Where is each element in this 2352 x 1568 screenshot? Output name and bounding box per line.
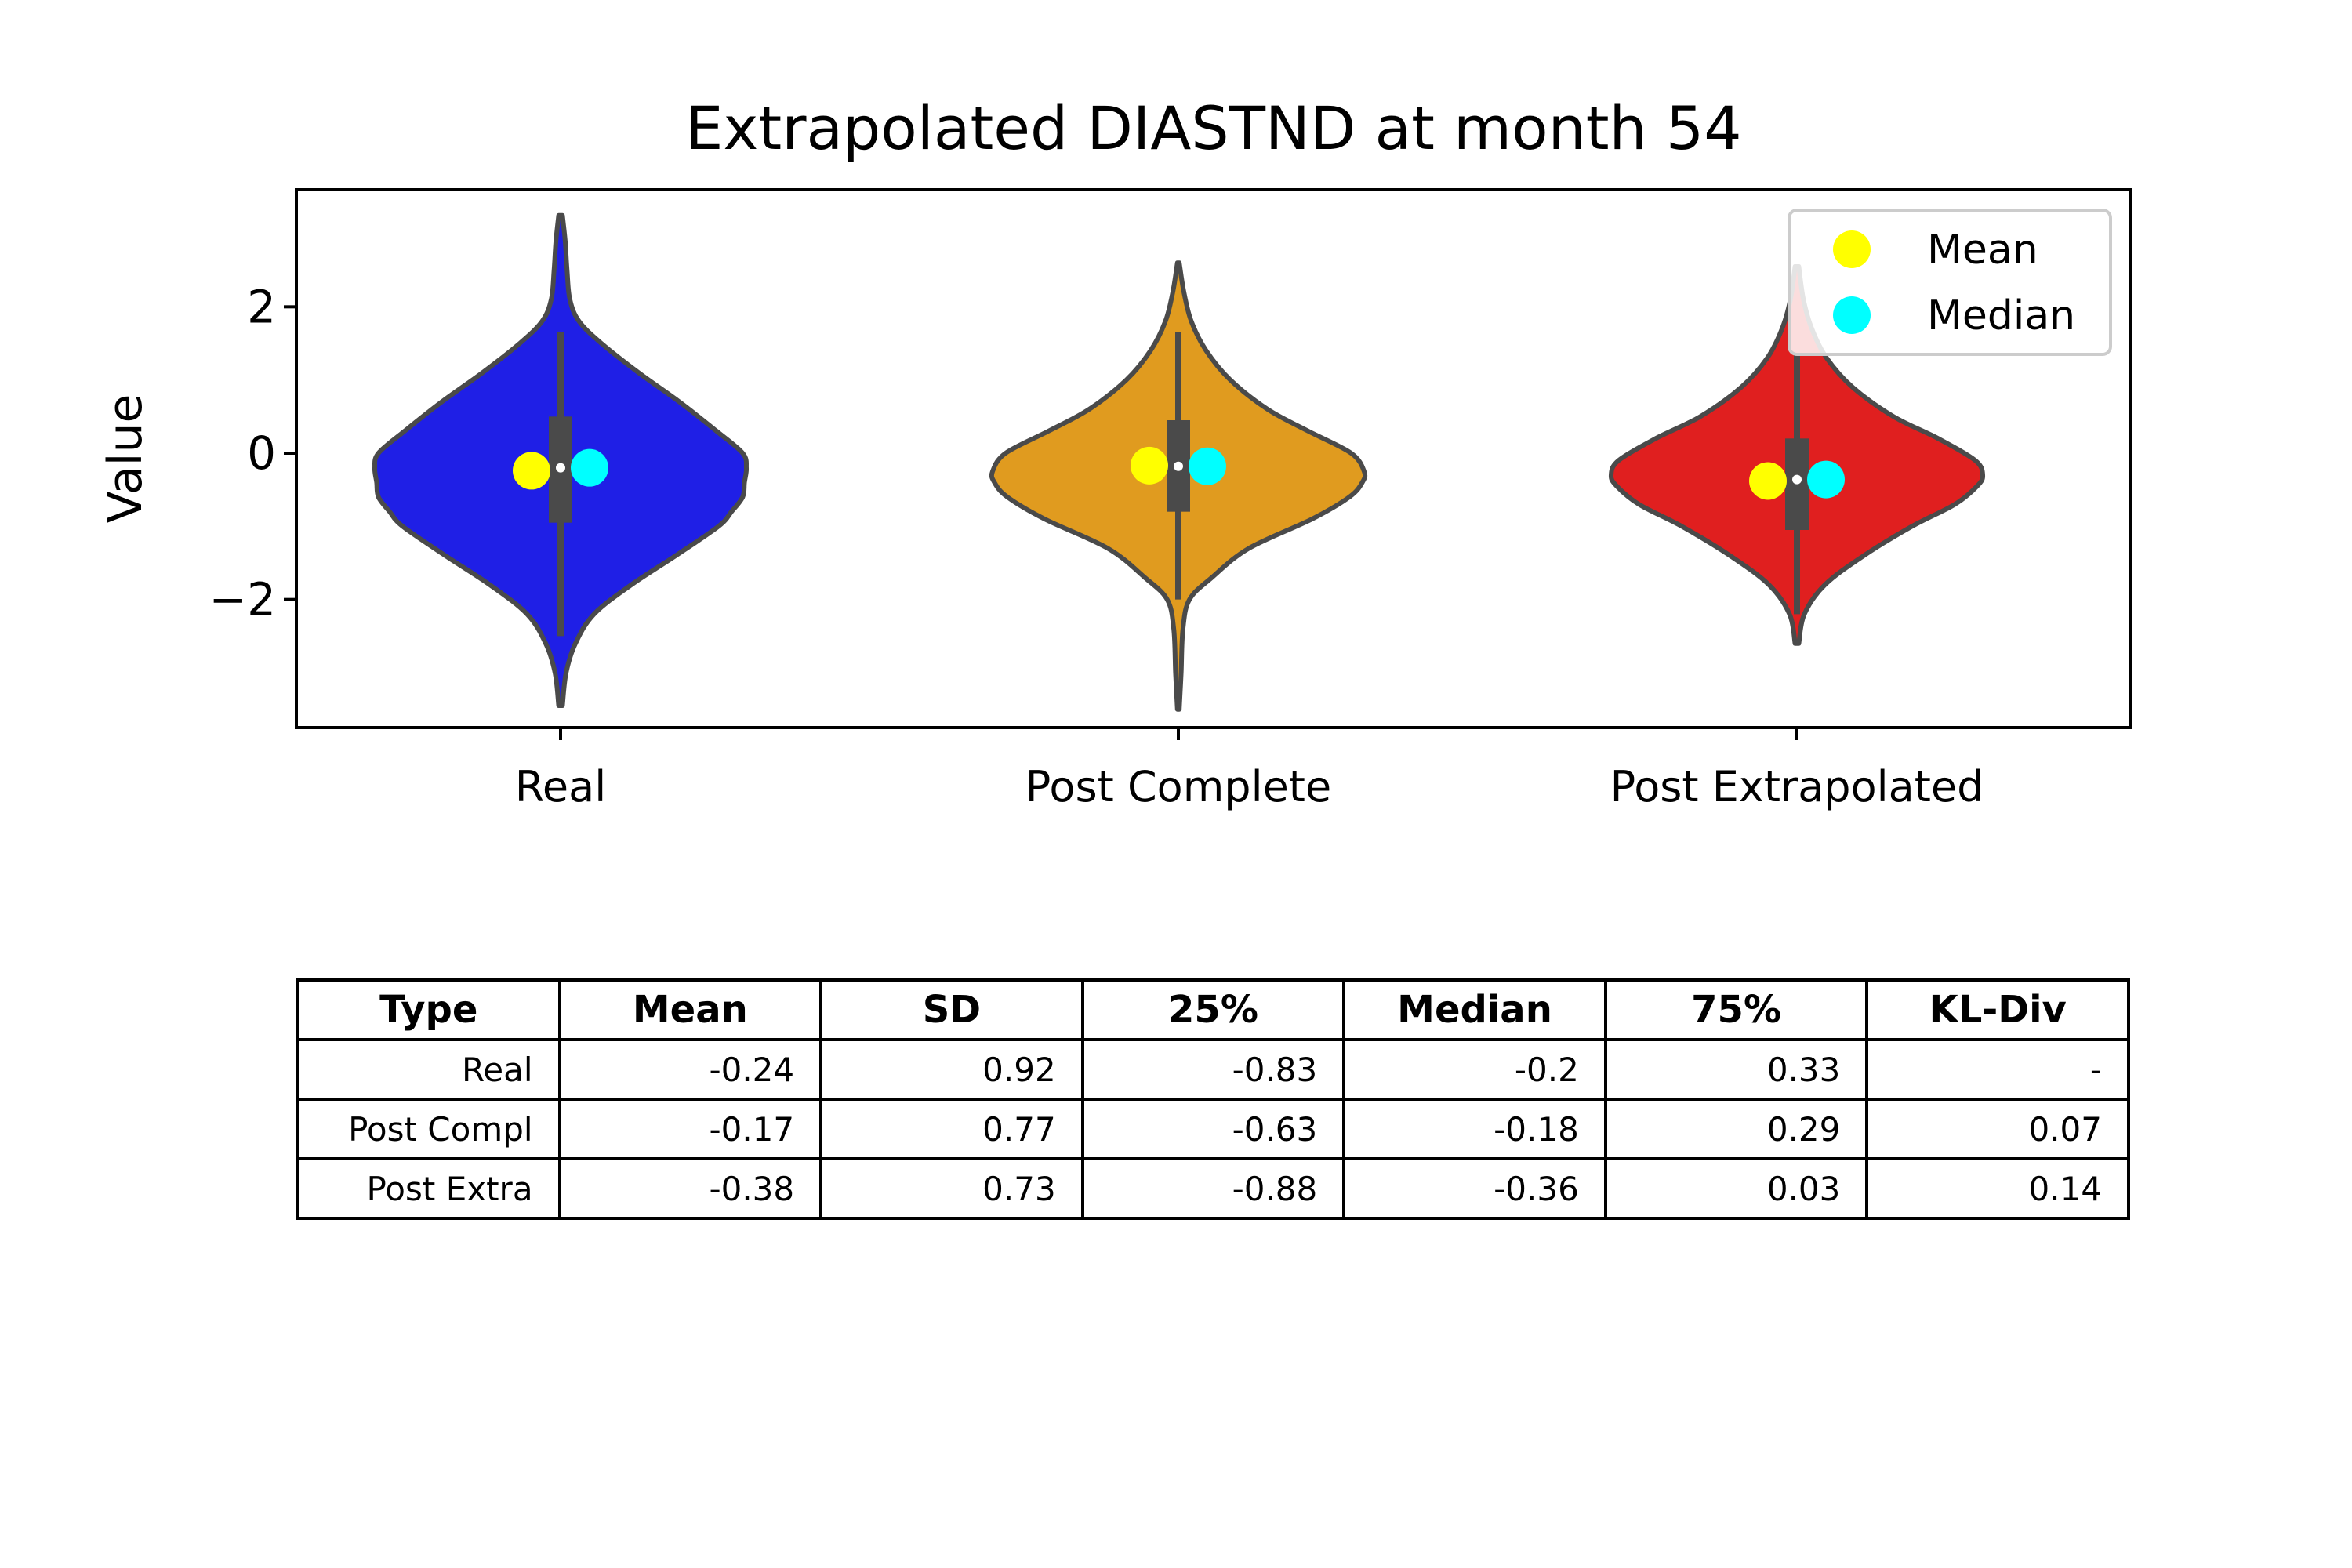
mean-marker xyxy=(1749,462,1787,500)
median-marker xyxy=(1807,460,1845,499)
table-cell: - xyxy=(1865,1038,2130,1101)
table-header-cell: Type xyxy=(296,978,561,1041)
violin-median-point xyxy=(1792,474,1802,485)
table-cell: -0.38 xyxy=(557,1157,823,1220)
legend-label: Mean xyxy=(1927,227,2038,274)
plot-frame xyxy=(295,188,2132,729)
table-row: Post Compl -0.17 0.77 -0.63 -0.18 0.29 0… xyxy=(296,1098,2130,1160)
legend-marker xyxy=(1833,230,1871,268)
table-row: Post Extra -0.38 0.73 -0.88 -0.36 0.03 0… xyxy=(296,1157,2130,1220)
table-cell: -0.2 xyxy=(1342,1038,1607,1101)
median-marker xyxy=(571,448,608,487)
stats-table: Type Mean SD 25% Median 75% KL-Div Real … xyxy=(296,978,2130,1220)
x-tick-label: Post Extrapolated xyxy=(1610,762,1984,811)
y-tick-label: −2 xyxy=(209,573,277,626)
table-header-cell: 75% xyxy=(1603,978,1869,1041)
violin-median-point xyxy=(556,463,565,473)
table-header-cell: KL-Div xyxy=(1865,978,2130,1041)
table-row: Real -0.24 0.92 -0.83 -0.2 0.33 - xyxy=(296,1038,2130,1101)
y-axis-label: Value xyxy=(98,394,153,524)
table-header-cell: 25% xyxy=(1080,978,1346,1041)
table-header-row: Type Mean SD 25% Median 75% KL-Div xyxy=(296,978,2130,1041)
x-tick-label: Post Complete xyxy=(1025,762,1331,811)
table-cell: -0.18 xyxy=(1342,1098,1607,1160)
table-cell: 0.03 xyxy=(1603,1157,1869,1220)
table-cell: -0.88 xyxy=(1080,1157,1346,1220)
violin-median-point xyxy=(1174,461,1183,471)
legend-label: Median xyxy=(1927,292,2075,339)
y-tick-label: 0 xyxy=(247,426,276,480)
table-cell: -0.63 xyxy=(1080,1098,1346,1160)
table-cell: 0.92 xyxy=(819,1038,1084,1101)
legend: Mean Median xyxy=(1788,209,2112,356)
chart-title: Extrapolated DIASTND at month 54 xyxy=(685,93,1741,163)
legend-marker xyxy=(1833,296,1871,334)
table-cell: -0.36 xyxy=(1342,1157,1607,1220)
y-tick-label: 2 xyxy=(247,280,276,333)
table-cell: -0.17 xyxy=(557,1098,823,1160)
table-cell: 0.07 xyxy=(1865,1098,2130,1160)
x-tick-label: Real xyxy=(515,762,606,811)
table-cell: Real xyxy=(296,1038,561,1101)
table-cell: Post Extra xyxy=(296,1157,561,1220)
axes: −2 0 2 Real Post Complete Post Extrapolated xyxy=(209,188,2132,811)
table-cell: 0.77 xyxy=(819,1098,1084,1160)
table-cell: 0.73 xyxy=(819,1157,1084,1220)
mean-marker xyxy=(1131,446,1168,485)
table-cell: -0.83 xyxy=(1080,1038,1346,1101)
table-header-cell: Mean xyxy=(557,978,823,1041)
median-marker xyxy=(1189,447,1226,485)
table-cell: 0.33 xyxy=(1603,1038,1869,1101)
mean-marker xyxy=(513,452,550,490)
table-header-cell: Median xyxy=(1342,978,1607,1041)
table-header-cell: SD xyxy=(819,978,1084,1041)
violin-group xyxy=(372,212,1986,712)
table-cell: 0.29 xyxy=(1603,1098,1869,1160)
violin-box xyxy=(1785,438,1809,530)
table-cell: -0.24 xyxy=(557,1038,823,1101)
table-cell: Post Compl xyxy=(296,1098,561,1160)
table-cell: 0.14 xyxy=(1865,1157,2130,1220)
